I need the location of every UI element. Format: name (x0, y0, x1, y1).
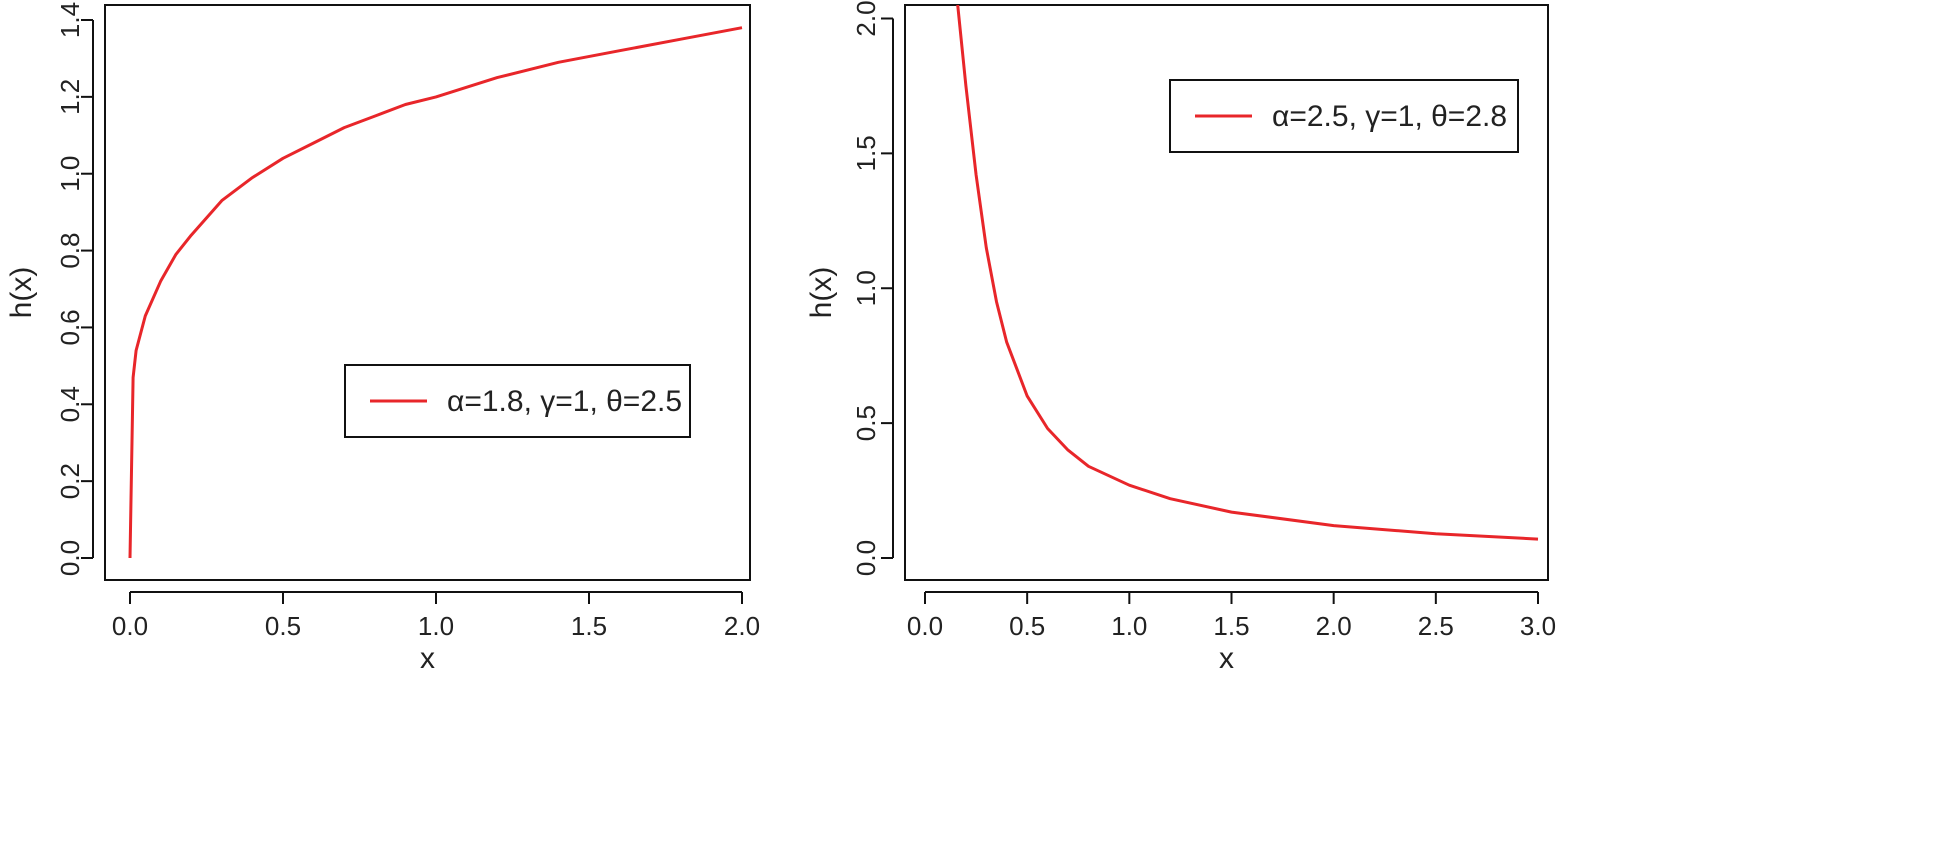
legend-label: α=1.8, γ=1, θ=2.5 (447, 385, 682, 418)
series-line (128, 26, 743, 559)
plot-frame (104, 4, 751, 581)
x-tick-label: 0.5 (265, 611, 301, 641)
y-tick-label: 0.6 (55, 309, 85, 345)
x-tick-label: 0.0 (112, 611, 148, 641)
y-tick-label: 1.2 (55, 79, 85, 115)
chart-panel-right: 0.0 0.5 1.0 1.5 2.0 2.5 3.0 0.0 0.5 1.0 1.5 2.0 x h(x… (805, 0, 1556, 675)
y-axis-label: h(x) (5, 267, 38, 319)
x-tick-label: 0.0 (907, 611, 943, 641)
x-tick-label: 1.0 (418, 611, 454, 641)
y-tick-label: 0.0 (851, 540, 881, 576)
chart-panel-left: 0.0 0.5 1.0 1.5 2.0 0.0 0.2 0.4 0.6 0.8 1.0 1.2 1.4 x… (5, 2, 760, 675)
plot-frame (904, 4, 1549, 581)
x-tick-label: 1.0 (1111, 611, 1147, 641)
x-tick-label: 2.0 (1316, 611, 1352, 641)
x-tick-label: 0.5 (1009, 611, 1045, 641)
y-tick-label: 0.2 (55, 463, 85, 499)
y-axis-label: h(x) (805, 267, 838, 319)
y-tick-label: 0.8 (55, 232, 85, 268)
x-tick-label: 2.5 (1418, 611, 1454, 641)
x-tick-label: 2.0 (724, 611, 760, 641)
x-tick-label: 1.5 (571, 611, 607, 641)
y-tick-label: 1.0 (851, 270, 881, 306)
legend: α=2.5, γ=1, θ=2.8 (1169, 79, 1519, 153)
x-axis-label: x (420, 642, 435, 675)
y-tick-label: 0.0 (55, 540, 85, 576)
x-tick-label: 3.0 (1520, 611, 1556, 641)
x-tick-label: 1.5 (1213, 611, 1249, 641)
y-tick-label: 0.5 (851, 405, 881, 441)
y-tick-label: 1.0 (55, 156, 85, 192)
y-tick-label: 0.4 (55, 386, 85, 422)
series-line (956, 5, 1539, 541)
x-axis-label: x (1219, 642, 1234, 675)
y-tick-label: 1.5 (851, 135, 881, 171)
legend: α=1.8, γ=1, θ=2.5 (344, 364, 691, 438)
legend-label: α=2.5, γ=1, θ=2.8 (1272, 100, 1507, 133)
y-tick-label: 1.4 (55, 2, 85, 38)
y-tick-label: 2.0 (851, 0, 881, 36)
